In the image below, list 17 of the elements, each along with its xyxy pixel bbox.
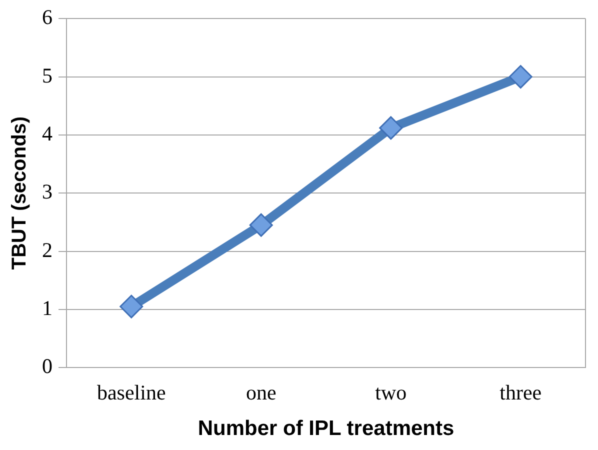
y-tick-label: 6 (42, 5, 52, 30)
y-tick-label: 3 (42, 180, 52, 204)
point (120, 294, 144, 318)
y-axis-title: TBUT (seconds) (8, 116, 31, 270)
point (249, 213, 273, 237)
y-tick-label: 1 (42, 296, 52, 320)
y-tick-label: 2 (42, 238, 52, 262)
x-tick-label: three (500, 380, 542, 405)
x-axis-title: Number of IPL treatments (198, 417, 454, 440)
y-tick-label: 4 (42, 121, 53, 146)
x-tick-label: two (375, 380, 407, 405)
y-tick-label: 5 (42, 63, 52, 88)
x-tick-label: baseline (96, 380, 166, 405)
point (508, 65, 532, 89)
y-tick-label: 0 (42, 354, 52, 378)
x-tick-label: one (246, 380, 276, 405)
point (379, 116, 403, 140)
